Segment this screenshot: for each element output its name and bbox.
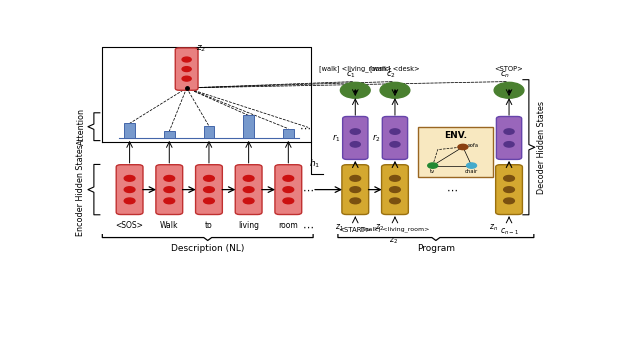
Text: $c_2$: $c_2$ — [386, 70, 396, 80]
Text: Decoder Hidden States: Decoder Hidden States — [538, 101, 547, 194]
Circle shape — [390, 142, 400, 147]
Circle shape — [504, 142, 514, 147]
FancyBboxPatch shape — [116, 165, 143, 215]
Text: <SOS>: <SOS> — [116, 222, 143, 230]
Circle shape — [204, 175, 214, 181]
Text: $c_1$: $c_1$ — [346, 70, 356, 80]
Bar — [283, 129, 294, 138]
Text: $h_1$: $h_1$ — [309, 157, 321, 170]
Text: $z_2$: $z_2$ — [374, 223, 383, 233]
FancyBboxPatch shape — [497, 117, 522, 159]
Circle shape — [504, 129, 514, 134]
Text: $\cdots$: $\cdots$ — [446, 133, 458, 143]
Text: $r_n$: $r_n$ — [486, 132, 495, 144]
Circle shape — [504, 175, 515, 181]
Circle shape — [390, 198, 400, 204]
Circle shape — [243, 187, 254, 193]
FancyBboxPatch shape — [382, 117, 408, 159]
Circle shape — [243, 198, 254, 204]
Text: $\cdots$: $\cdots$ — [302, 185, 314, 195]
Text: tv: tv — [430, 169, 435, 174]
FancyBboxPatch shape — [342, 165, 369, 215]
Text: $r_1$: $r_1$ — [332, 132, 341, 144]
Circle shape — [467, 163, 477, 168]
Circle shape — [182, 67, 191, 72]
Bar — [164, 131, 175, 138]
FancyBboxPatch shape — [196, 165, 222, 215]
Text: living: living — [238, 222, 259, 230]
Text: Walk: Walk — [160, 222, 179, 230]
Text: [walk] <living_room>: [walk] <living_room> — [319, 65, 392, 72]
Circle shape — [494, 82, 524, 98]
Text: $\cdots$: $\cdots$ — [299, 122, 310, 132]
Text: Encoder Hidden States: Encoder Hidden States — [76, 144, 86, 236]
Circle shape — [182, 76, 191, 81]
Circle shape — [350, 198, 360, 204]
Text: $z_n$: $z_n$ — [488, 223, 498, 233]
Text: $\cdots$: $\cdots$ — [302, 222, 314, 232]
FancyBboxPatch shape — [175, 48, 198, 90]
Text: sofa: sofa — [468, 143, 479, 148]
Circle shape — [283, 187, 294, 193]
Circle shape — [124, 198, 135, 204]
Text: $c_{n-1}$: $c_{n-1}$ — [500, 227, 518, 237]
Text: room: room — [278, 222, 298, 230]
Text: Program: Program — [417, 244, 455, 252]
Text: Attention: Attention — [76, 108, 86, 145]
Bar — [124, 123, 135, 138]
FancyBboxPatch shape — [236, 165, 262, 215]
Text: [walk] <desk>: [walk] <desk> — [370, 65, 420, 72]
Circle shape — [124, 187, 135, 193]
FancyBboxPatch shape — [495, 165, 522, 215]
Text: $z_2$: $z_2$ — [196, 44, 205, 54]
FancyBboxPatch shape — [342, 117, 368, 159]
Circle shape — [182, 57, 191, 62]
Text: $\cdots$: $\cdots$ — [446, 185, 458, 195]
Circle shape — [340, 82, 370, 98]
Text: <START>: <START> — [339, 227, 372, 233]
Circle shape — [390, 129, 400, 134]
Circle shape — [164, 198, 175, 204]
Text: to: to — [205, 222, 213, 230]
Circle shape — [204, 187, 214, 193]
Text: $z_2$: $z_2$ — [389, 235, 398, 246]
Circle shape — [164, 175, 175, 181]
Circle shape — [350, 175, 360, 181]
Bar — [204, 126, 214, 138]
FancyBboxPatch shape — [381, 165, 408, 215]
Text: $r_2$: $r_2$ — [372, 132, 381, 144]
Circle shape — [350, 142, 360, 147]
Text: <STOP>: <STOP> — [495, 66, 524, 72]
Circle shape — [380, 82, 410, 98]
Circle shape — [164, 187, 175, 193]
Circle shape — [458, 144, 468, 150]
Circle shape — [283, 175, 294, 181]
Text: [walk] <living_room>: [walk] <living_room> — [361, 227, 429, 233]
FancyBboxPatch shape — [156, 165, 182, 215]
Text: $c_n$: $c_n$ — [500, 70, 509, 80]
Circle shape — [350, 129, 360, 134]
Bar — [243, 116, 254, 138]
Circle shape — [350, 187, 360, 193]
Circle shape — [283, 198, 294, 204]
Circle shape — [504, 198, 515, 204]
Circle shape — [390, 175, 400, 181]
Circle shape — [204, 198, 214, 204]
Text: Description (NL): Description (NL) — [171, 244, 244, 252]
Circle shape — [243, 175, 254, 181]
Circle shape — [390, 187, 400, 193]
Circle shape — [428, 163, 438, 168]
Circle shape — [124, 175, 135, 181]
Text: chair: chair — [465, 169, 478, 174]
FancyBboxPatch shape — [275, 165, 301, 215]
FancyBboxPatch shape — [419, 127, 493, 177]
Text: ENV.: ENV. — [444, 131, 467, 140]
Text: $z_1$: $z_1$ — [335, 223, 344, 233]
Circle shape — [504, 187, 515, 193]
